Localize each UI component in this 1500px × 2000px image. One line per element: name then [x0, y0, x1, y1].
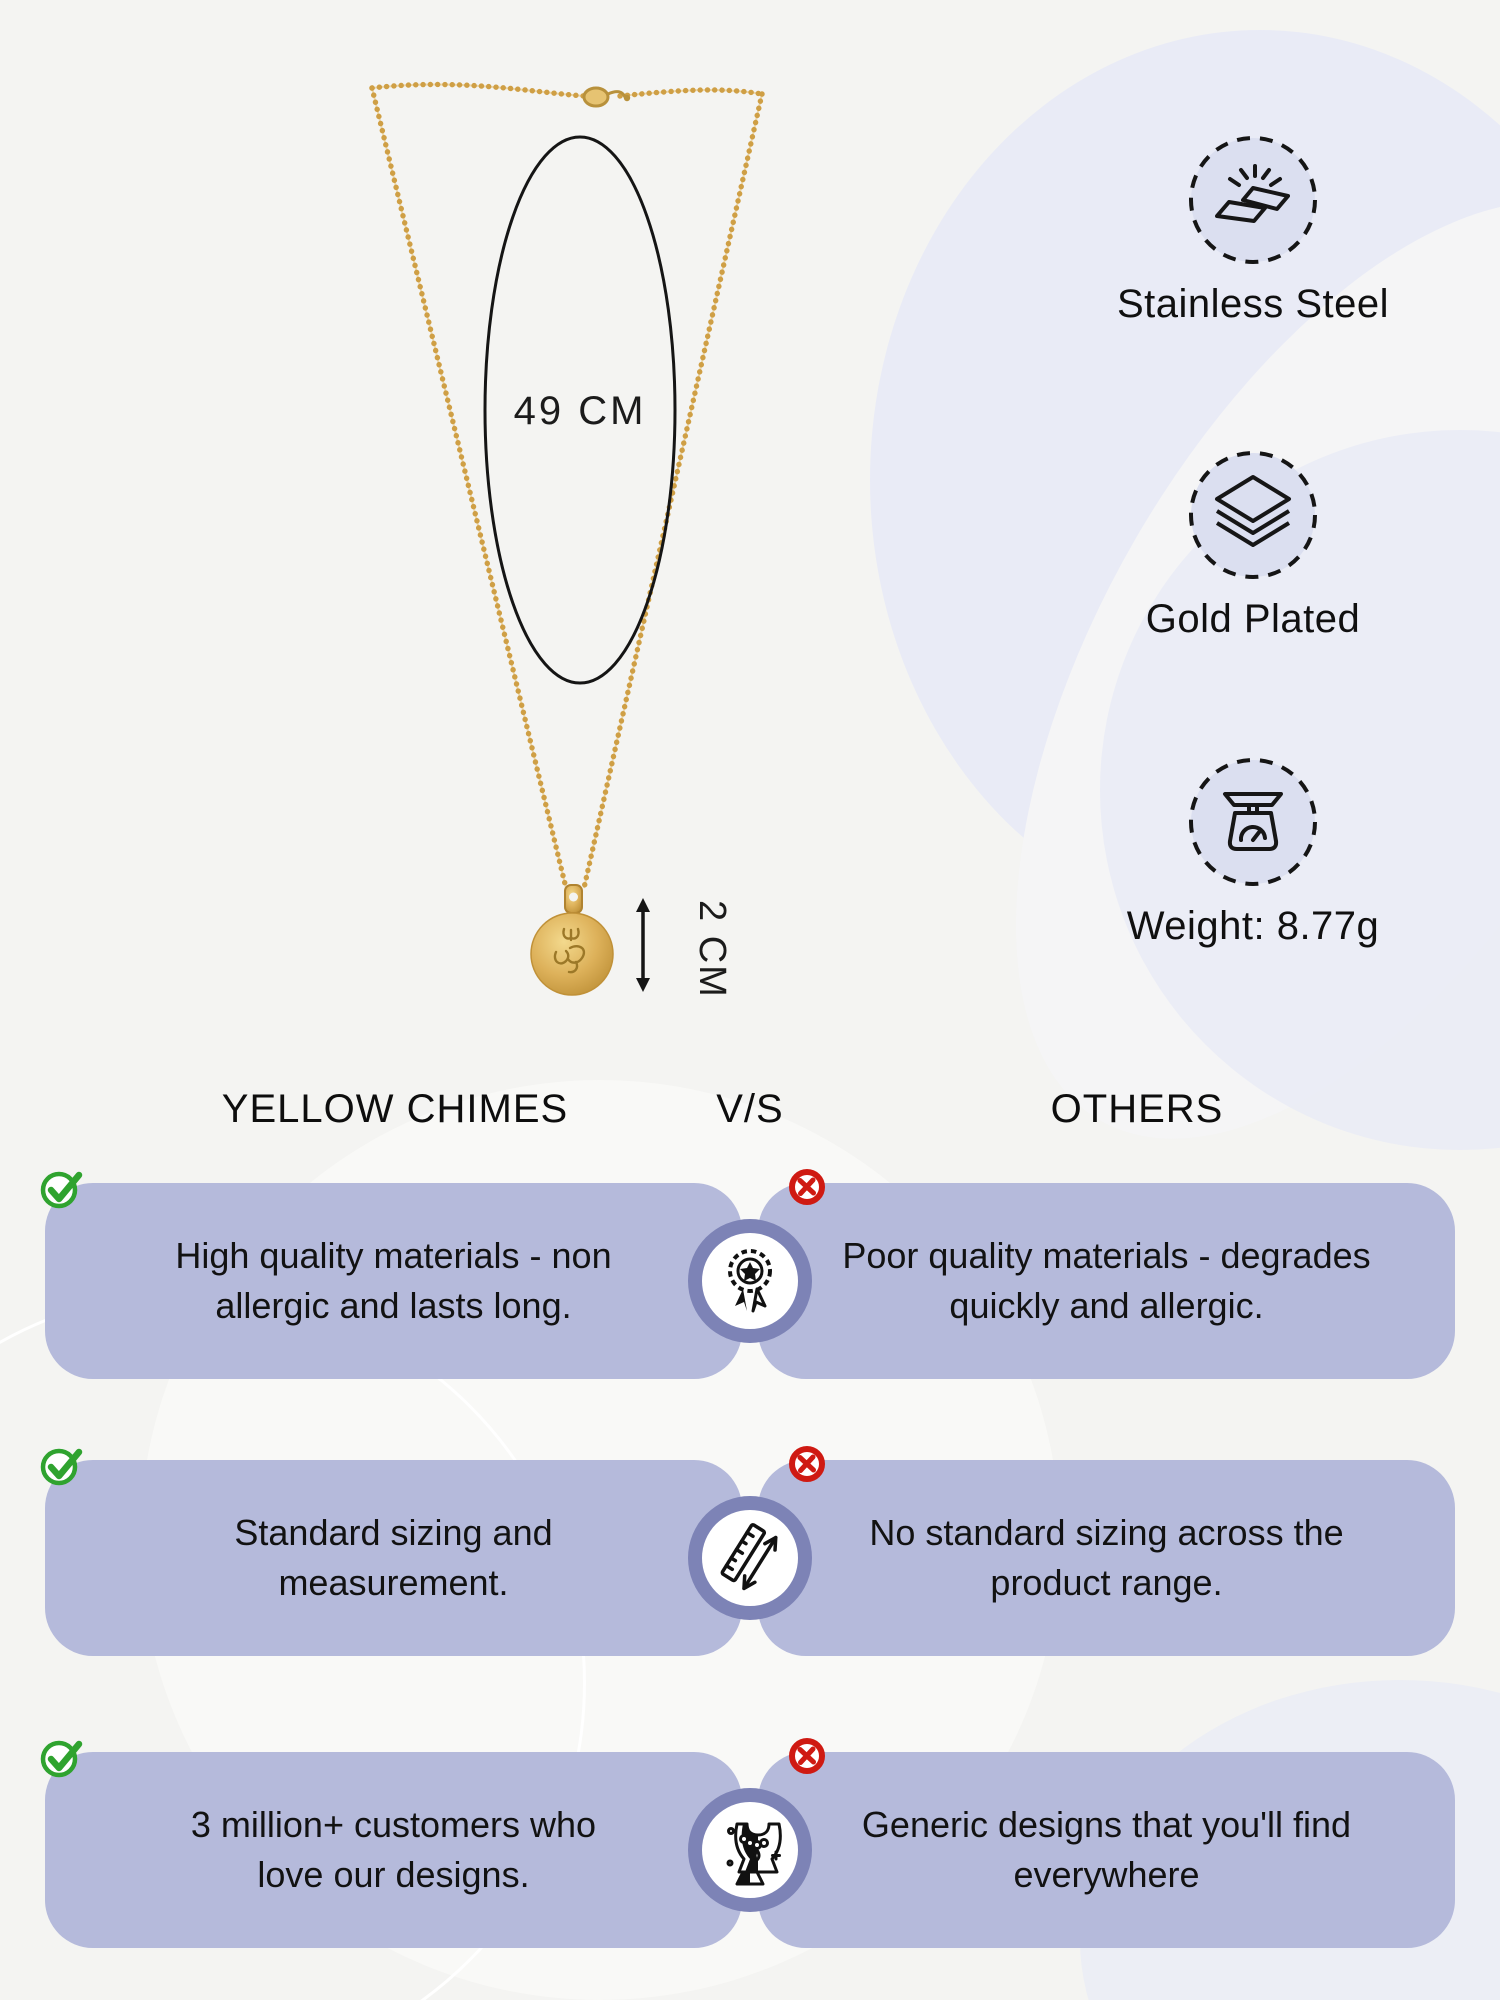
jewelry-bust-icon: [726, 1822, 782, 1886]
brand-claim-panel: Standard sizing and measurement.: [45, 1460, 742, 1656]
check-icon: [40, 1171, 83, 1209]
feature-label: Weight: 8.77g: [1126, 904, 1380, 948]
others-claim-panel: Poor quality materials - degrades quickl…: [758, 1183, 1455, 1379]
necklace-measurement-figure: 49 CM 2 CM: [369, 81, 765, 999]
brand-claim-text: 3 million+ customers who love our design…: [190, 1804, 597, 1895]
feature-label: Gold Plated: [1145, 597, 1361, 641]
cross-icon: [789, 1738, 825, 1774]
pendant-size-arrow: [636, 898, 650, 992]
layered-plating-icon: [1189, 451, 1317, 579]
cross-icon: [789, 1446, 825, 1482]
feature-label: Stainless Steel: [1116, 282, 1390, 326]
brand-claim-text: High quality materials - non allergic an…: [175, 1235, 612, 1326]
chain-length-ellipse: [483, 135, 677, 685]
om-pendant-icon: [530, 884, 614, 996]
brand-claim-panel: High quality materials - non allergic an…: [45, 1183, 742, 1379]
others-claim-panel: Generic designs that you'll find everywh…: [758, 1752, 1455, 1948]
others-claim-panel: No standard sizing across the product ra…: [758, 1460, 1455, 1656]
feature-stainless-steel: Stainless Steel: [1093, 130, 1413, 327]
others-heading: OTHERS: [1050, 1087, 1224, 1131]
measuring-ruler-icon: [720, 1523, 778, 1591]
feature-weight: Weight: 8.77g: [1093, 752, 1413, 949]
comparison-row: 3 million+ customers who love our design…: [40, 1738, 1455, 1948]
lobster-clasp-icon: [582, 86, 631, 108]
comparison-row: High quality materials - non allergic an…: [40, 1169, 1455, 1379]
others-claim-text: Generic designs that you'll find everywh…: [861, 1804, 1352, 1895]
check-icon: [40, 1740, 83, 1778]
versus-label: V/S: [716, 1087, 784, 1131]
comparison-row: Standard sizing and measurement. No stan…: [40, 1446, 1455, 1656]
pendant-size-label: 2 CM: [691, 900, 733, 999]
row-icon-circle: [688, 1788, 812, 1912]
brand-claim-panel: 3 million+ customers who love our design…: [45, 1752, 742, 1948]
weighing-scale-icon: [1189, 758, 1317, 886]
brand-heading: YELLOW CHIMES: [221, 1087, 569, 1131]
feature-gold-plated: Gold Plated: [1093, 445, 1413, 642]
row-icon-circle: [688, 1496, 812, 1620]
cross-icon: [789, 1169, 825, 1205]
chain-length-label: 49 CM: [514, 389, 647, 433]
row-icon-circle: [688, 1219, 812, 1343]
brand-claim-text: Standard sizing and measurement.: [234, 1512, 553, 1603]
award-medal-icon: [728, 1249, 772, 1313]
others-claim-text: Poor quality materials - degrades quickl…: [842, 1235, 1371, 1326]
gold-chain: [369, 81, 765, 891]
others-claim-text: No standard sizing across the product ra…: [869, 1512, 1344, 1603]
gold-bars-icon: [1189, 136, 1317, 264]
check-icon: [40, 1448, 83, 1486]
